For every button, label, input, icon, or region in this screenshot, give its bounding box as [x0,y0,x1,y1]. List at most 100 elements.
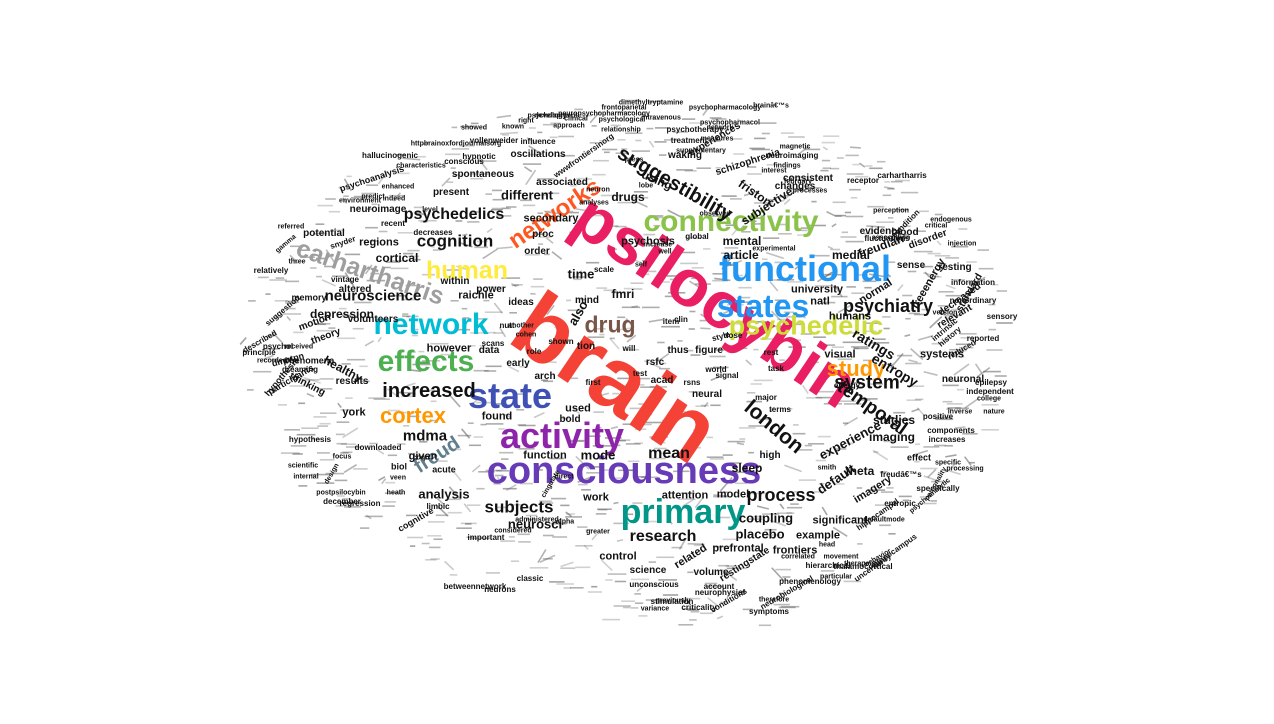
word-analysis: analysis [418,486,470,502]
word-effects: effects [377,345,475,378]
word-specifically: specifically [916,484,960,493]
word-figure: figure [695,345,723,356]
word-natl: natl [810,295,830,308]
word-hypothesis: hypothesis [288,435,332,444]
word-neuroscience: neuroscience [324,287,422,305]
word-psychiatry: psychiatry [842,296,934,316]
word-will: will [622,344,636,353]
word-observed: observed [699,210,731,218]
word-psychedelic: psychedelic [728,310,884,341]
word-scientific: scientific [287,462,319,470]
word-receptor: receptor [846,176,880,185]
word-drug: drug [584,311,636,338]
word-biol: biol [391,461,407,472]
word-measures: measures [700,135,734,143]
word-received: received [284,343,314,351]
word-direct: direct [554,473,574,481]
word-supplementary: supplementary [676,147,726,155]
word-nature: nature [983,408,1005,416]
word-rsfc: rsfc [645,357,665,368]
word-vintage: vintage [330,275,360,284]
word-bold: bold [559,414,581,425]
word-defaultmode: defaultmode [863,516,905,524]
word-three: three [288,258,306,266]
word-data: data [478,345,500,356]
word-studies: studies [872,413,916,427]
word-psychology: psychology [527,112,567,120]
word-neural: neural [691,389,723,400]
word-rsns: rsns [683,378,701,387]
word-positive: positive [922,412,954,421]
word-relationship: relationship [601,126,641,134]
word-self: self [634,261,648,269]
word-head: head [818,541,836,549]
word-secondary: secondary [523,212,579,225]
word-humans: humans [828,310,872,323]
word-conscious: conscious [444,157,484,166]
word-postpsilocybin: postpsilocybin [316,489,366,497]
word-downloaded: downloaded [354,443,402,452]
word-therapeutic: therapeutic [844,560,882,568]
word-known: known [501,123,525,131]
word-resting: resting [938,262,972,273]
word-smith: smith [817,464,837,472]
word-symptoms: symptoms [748,607,790,616]
word-neurosci: neurosci [507,516,563,532]
word-unconscious: unconscious [629,580,679,589]
word-work: work [583,491,609,504]
word-focus: focus [332,453,352,461]
word-nonordinary: nonordinary [949,296,997,305]
word-press: press [624,156,644,164]
word-components: components [927,426,975,435]
word-research: research [629,528,697,545]
word-increase: increase [643,241,673,249]
word-theory: theory [309,326,343,347]
word-entropic: entropic [884,499,916,508]
word-magnetic: magnetic [779,143,811,151]
word-processing: processing [946,465,984,473]
word-treatment: treatment [670,136,708,145]
word-hypnotic: hypnotic [462,152,496,161]
word-stimulation: stimulation [650,597,694,606]
word-coupling: coupling [738,510,794,526]
word-analyses: analyses [579,199,609,207]
word-dose: dose [723,331,743,340]
word-attention: attention [661,489,709,502]
word-february: february [783,178,813,186]
word-altered: altered [338,284,372,295]
word-systems: systems [919,348,965,361]
word-item: item [662,317,680,326]
word-process: process [746,485,816,505]
word-fmri: fmri [611,287,635,301]
word-betweennetwork: betweennetwork [443,582,507,591]
word-visual: visual [824,348,856,361]
word-limbic: limbic [426,502,450,511]
word-signal: signal [715,371,739,380]
word-potential: potential [303,228,345,239]
word-regression: regression [339,499,381,508]
word-neuroimage: neuroimage [349,204,407,215]
word-within: within [440,276,470,287]
word-energy: energy [833,381,861,390]
word-terms: terms [769,405,791,414]
word-account: account [703,582,735,591]
word-placebo: placebo [735,526,785,542]
word-findings: findings [773,162,801,170]
word-hallucinogenic: hallucinogenic [361,151,419,160]
word-used: used [565,402,591,415]
word-development: development [534,112,578,120]
word-major: major [755,393,777,402]
word-medial: medial [831,248,871,262]
word-endogenous: endogenous [930,216,972,224]
word-carhartharris: carhartharris [877,171,927,180]
word-global: global [685,232,709,241]
word-network: network [373,308,489,341]
word-human: human [426,256,508,285]
word-system: system [834,372,900,394]
word-therefore: therefore [758,596,790,604]
word-independent: independent [966,387,1014,396]
word-university: university [791,283,843,296]
word-considered: considered [494,527,532,535]
word-movement: movement [823,553,859,561]
